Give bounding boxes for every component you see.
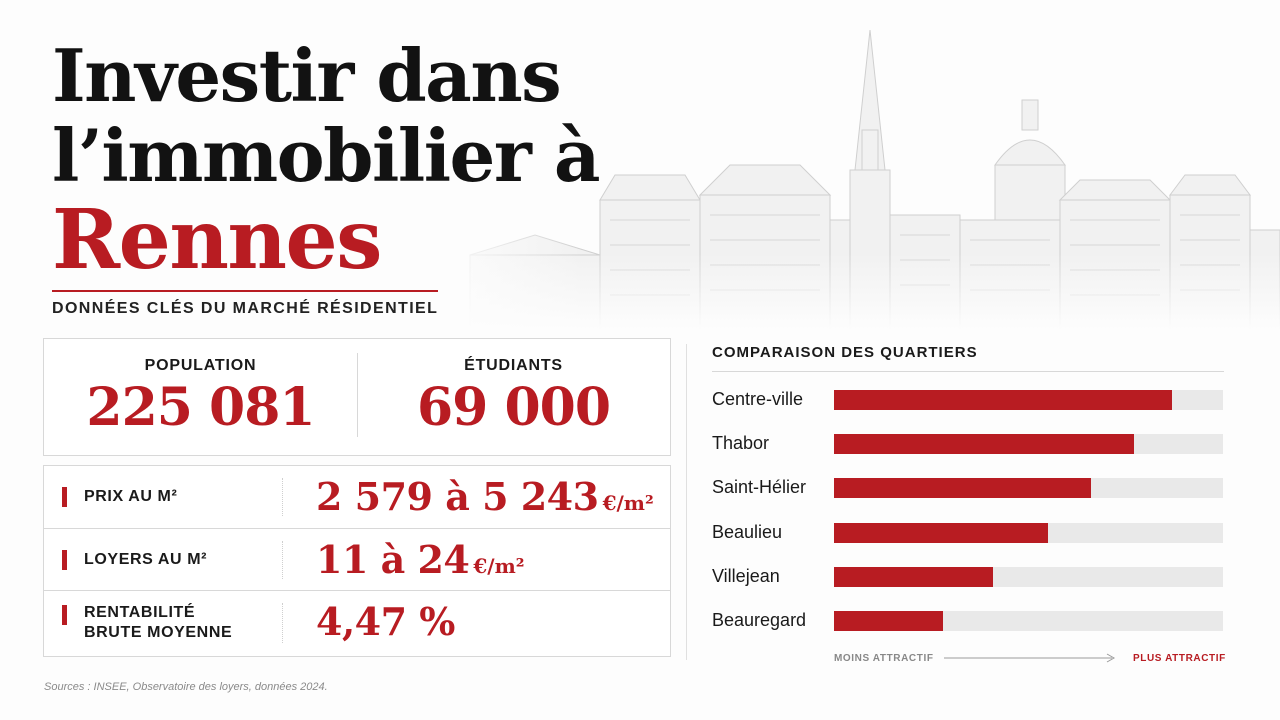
title-line-1: Investir dans: [52, 33, 562, 118]
stat-value: 69 000: [416, 377, 611, 438]
bar-track: [834, 434, 1223, 455]
bar-label: Beauregard: [712, 610, 807, 630]
kpi-separator: [282, 603, 283, 643]
axis-label-more-attractive: PLUS ATTRACTIF: [1133, 653, 1226, 664]
title-city: Rennes: [52, 192, 382, 288]
sources-note: Sources : INSEE, Observatoire des loyers…: [44, 681, 328, 693]
kpi-value-number: 2 579 à 5 243: [316, 474, 599, 519]
bar-track: [834, 566, 1223, 587]
bar: [834, 522, 1048, 543]
chart-title: COMPARAISON DES QUARTIERS: [712, 344, 1224, 372]
bar: [834, 611, 943, 631]
kpi-label-line1: PRIX AU M²: [84, 488, 178, 505]
bar-label: Beaulieu: [712, 521, 783, 542]
kpi-label-line1: RENTABILITÉ: [84, 604, 196, 621]
kpi-separator: [282, 541, 283, 579]
kpi-price: PRIX AU M² 2 579 à 5 243 €/m²: [44, 466, 670, 528]
kpi-value: 4,47 %: [316, 599, 455, 644]
bar: [834, 478, 1091, 499]
kpi-value-number: 11 à 24: [316, 537, 470, 582]
kpi-value: 11 à 24 €/m²: [316, 537, 525, 582]
kpi-rent: LOYERS AU M² 11 à 24 €/m²: [44, 528, 670, 591]
kpi-marker: [62, 550, 67, 570]
stat-population: POPULATION 225 081: [44, 339, 357, 455]
axis-arrow-icon: [944, 653, 1116, 663]
bar-label: Saint-Hélier: [712, 477, 807, 498]
stat-students: ÉTUDIANTS 69 000: [357, 339, 670, 455]
bar-label: Villejean: [712, 565, 780, 586]
bar: [834, 434, 1134, 455]
bar: [834, 390, 1173, 410]
kpi-marker: [62, 487, 67, 507]
kpi-label: RENTABILITÉ BRUTE MOYENNE: [84, 603, 232, 643]
key-stats-panel: POPULATION 225 081 ÉTUDIANTS 69 000: [43, 338, 671, 456]
kpi-yield: RENTABILITÉ BRUTE MOYENNE 4,47 %: [44, 590, 670, 655]
kpi-label: PRIX AU M²: [84, 487, 177, 507]
title-line-2: l’immobilier à: [52, 113, 601, 198]
kpi-value: 2 579 à 5 243 €/m²: [316, 474, 654, 519]
market-kpis-panel: PRIX AU M² 2 579 à 5 243 €/m² LOYERS AU M…: [43, 465, 671, 657]
stat-label: POPULATION: [144, 357, 257, 374]
subtitle: DONNÉES CLÉS DU MARCHÉ RÉSIDENTIEL: [52, 290, 439, 318]
kpi-separator: [282, 478, 283, 516]
kpi-unit: €/m²: [602, 491, 654, 515]
panel-divider: [686, 344, 687, 660]
kpi-unit: €/m²: [473, 554, 525, 578]
bar-track: [834, 390, 1223, 410]
bar: [834, 566, 994, 587]
rennes-skyline-illustration: [430, 20, 1280, 330]
bar-label: Centre-ville: [712, 389, 804, 409]
stat-value: 225 081: [86, 377, 315, 438]
bar-label: Thabor: [712, 433, 770, 454]
page-title: Investir dans l’immobilier à Rennes: [52, 33, 601, 288]
stat-label: ÉTUDIANTS: [464, 357, 563, 374]
axis-label-less-attractive: MOINS ATTRACTIF: [834, 653, 934, 664]
bar-track: [834, 522, 1223, 543]
bar-track: [834, 611, 1223, 631]
kpi-value-number: 4,47 %: [316, 599, 455, 644]
kpi-label: LOYERS AU M²: [84, 550, 207, 570]
bar-track: [834, 478, 1223, 499]
kpi-label-line2: BRUTE MOYENNE: [84, 624, 233, 641]
kpi-label-line1: LOYERS AU M²: [84, 551, 208, 568]
kpi-marker: [62, 605, 67, 625]
